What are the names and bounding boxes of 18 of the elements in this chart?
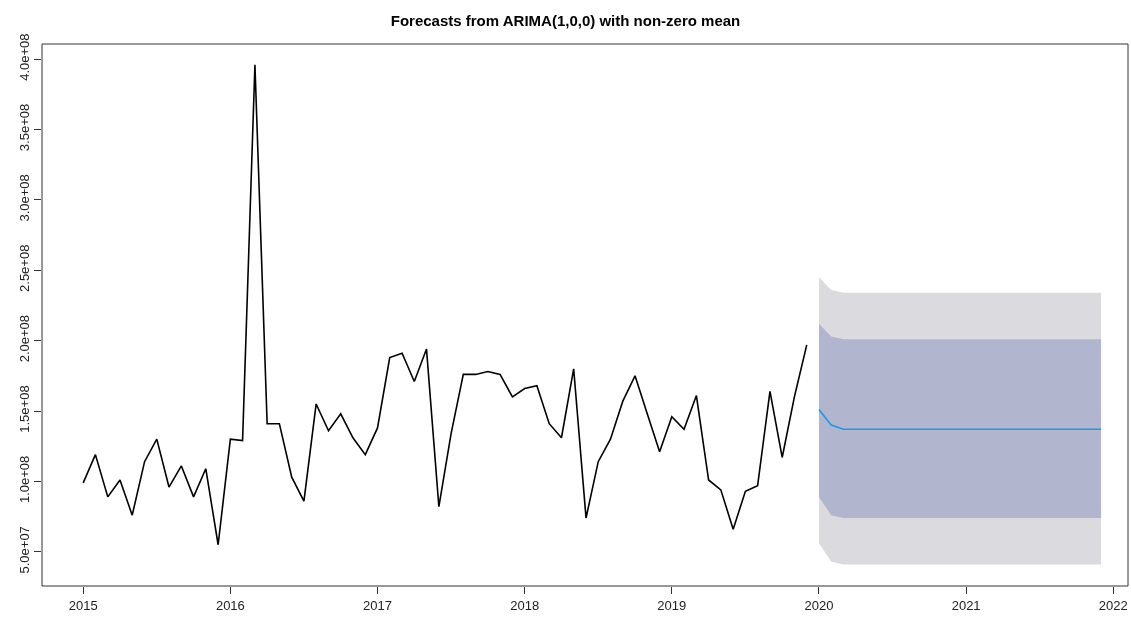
line-series xyxy=(82,63,808,546)
y-tick-label: 1.5e+08 xyxy=(16,385,32,433)
x-tick-label: 2016 xyxy=(215,597,245,613)
x-tick-label: 2020 xyxy=(804,597,834,613)
y-tick-label: 5.0e+07 xyxy=(16,526,32,574)
y-tick-label: 3.0e+08 xyxy=(16,174,32,222)
y-tick-label: 4.0e+08 xyxy=(16,33,32,81)
y-tick-label: 2.0e+08 xyxy=(16,314,32,363)
chart-title: Forecasts from ARIMA(1,0,0) with non-zero mean xyxy=(390,12,741,30)
x-tick-label: 2019 xyxy=(657,597,687,613)
x-tick-label: 2018 xyxy=(510,597,540,613)
x-tick-label: 2017 xyxy=(363,597,392,613)
y-tick-label: 1.0e+08 xyxy=(16,455,32,504)
y-tick-label: 3.5e+08 xyxy=(16,103,32,152)
x-tick-label: 2021 xyxy=(951,597,981,613)
x-tick-label: 2015 xyxy=(68,597,98,613)
y-tick-label: 2.5e+08 xyxy=(16,244,32,292)
x-tick-label: 2022 xyxy=(1098,597,1128,613)
